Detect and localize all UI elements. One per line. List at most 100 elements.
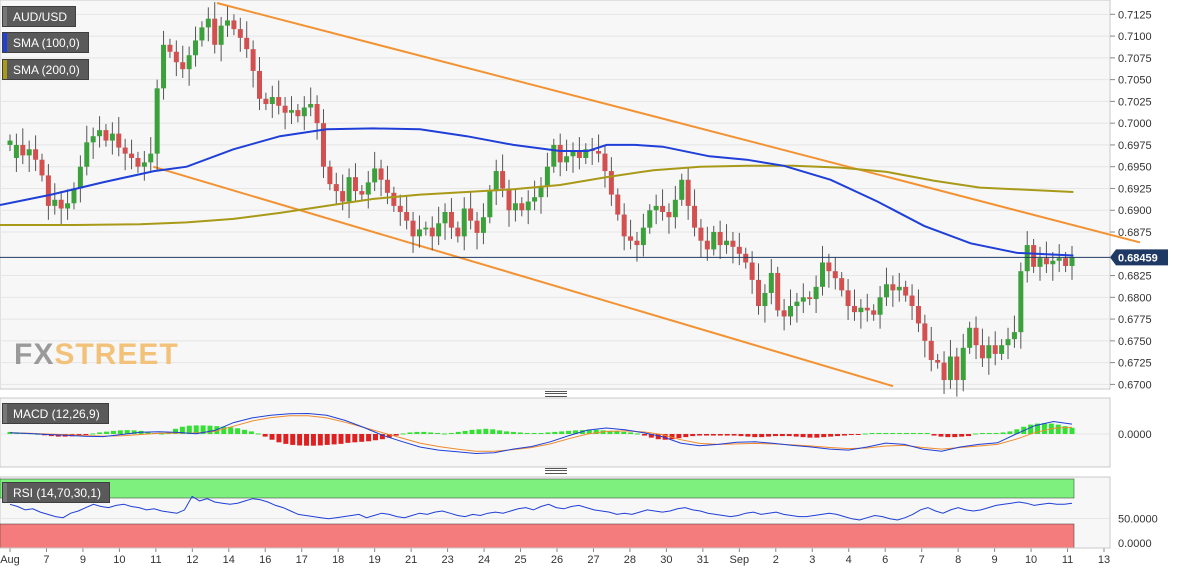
macd-histogram-bar: [283, 434, 289, 444]
candle-body: [320, 123, 326, 167]
candle-body: [736, 246, 742, 254]
date-tick-label: 10: [113, 554, 125, 566]
date-tick-label: 28: [624, 554, 636, 566]
candle-body: [506, 188, 512, 211]
macd-histogram-bar: [386, 434, 392, 438]
rsi-tick-label: 50.0000: [1118, 514, 1158, 526]
candle-body: [512, 203, 518, 211]
date-tick-label: 10: [1025, 554, 1037, 566]
macd-histogram-bar: [821, 434, 827, 438]
macd-histogram-bar: [290, 434, 296, 445]
macd-histogram-bar: [455, 431, 461, 434]
candle-body: [231, 20, 237, 30]
candle-body: [807, 297, 813, 300]
macd-histogram-bar: [862, 433, 868, 435]
candle-body: [436, 223, 442, 237]
price-tick-label: 0.7050: [1118, 75, 1152, 87]
macd-histogram-bar: [228, 427, 234, 434]
candle-body: [218, 25, 224, 45]
candle-body: [800, 297, 806, 302]
legend-sma100[interactable]: SMA (100,0): [2, 32, 89, 53]
candle-body: [97, 130, 103, 137]
macd-histogram-bar: [710, 434, 716, 436]
date-tick-label: 27: [587, 554, 599, 566]
candle-body: [263, 98, 269, 105]
candle-body: [967, 327, 973, 348]
candle-body: [845, 290, 851, 307]
candle-body: [768, 272, 774, 293]
candle-body: [1056, 258, 1062, 261]
candle-body: [122, 147, 128, 154]
candle-body: [250, 49, 256, 71]
macd-histogram-bar: [104, 431, 110, 434]
candle-body: [314, 104, 320, 124]
macd-histogram-bar: [324, 434, 330, 445]
macd-histogram-bar: [669, 434, 675, 440]
legend-sma200[interactable]: SMA (200,0): [2, 59, 89, 80]
candle-body: [52, 199, 58, 206]
candle-body: [615, 194, 621, 215]
candle-body: [487, 191, 493, 218]
macd-histogram-bar: [269, 434, 275, 440]
macd-histogram-bar: [366, 434, 372, 442]
candle-body: [71, 188, 77, 204]
candle-body: [1011, 332, 1017, 340]
candle-body: [161, 44, 167, 89]
date-tick-label: 9: [80, 554, 86, 566]
candle-body: [365, 182, 371, 195]
macd-histogram-bar: [800, 434, 806, 438]
macd-histogram-bar: [310, 434, 316, 446]
candle-body: [135, 157, 141, 167]
pane-splitter-macd[interactable]: [545, 391, 567, 397]
candle-body: [1043, 258, 1049, 265]
legend-symbol[interactable]: AUD/USD: [2, 6, 77, 27]
macd-histogram-bar: [559, 431, 565, 434]
macd-histogram-bar: [235, 428, 241, 434]
macd-histogram-bar: [1028, 424, 1034, 434]
macd-histogram-bar: [731, 434, 737, 436]
candle-body: [596, 151, 602, 154]
candle-body: [410, 220, 416, 237]
price-tick-label: 0.6875: [1118, 227, 1152, 239]
date-tick-label: 3: [809, 554, 815, 566]
macd-histogram-bar: [676, 434, 682, 439]
macd-histogram-bar: [931, 434, 937, 436]
candle-body: [1031, 245, 1037, 267]
candle-body: [301, 107, 307, 117]
candle-body: [832, 271, 838, 279]
sma100-line: [0, 127, 1074, 257]
candle-body: [679, 179, 685, 200]
candle-body: [13, 144, 19, 158]
legend-rsi[interactable]: RSI (14,70,30,1): [2, 482, 111, 503]
legend-rsi-label: RSI (14,70,30,1): [13, 486, 102, 500]
macd-histogram-bar: [717, 434, 723, 436]
macd-histogram-bar: [683, 434, 689, 438]
candle-body: [429, 227, 435, 237]
date-tick-label: Aug: [0, 554, 20, 566]
macd-histogram-bar: [200, 425, 206, 434]
macd-histogram-bar: [193, 425, 199, 434]
macd-histogram-bar: [593, 429, 599, 434]
macd-histogram-bar: [159, 433, 165, 435]
candle-body: [935, 360, 941, 363]
price-tick-label: 0.7025: [1118, 96, 1152, 108]
candle-body: [308, 104, 314, 108]
macd-histogram-bar: [924, 432, 930, 434]
candle-body: [647, 210, 653, 228]
macd-histogram-bar: [828, 434, 834, 437]
legend-symbol-label: AUD/USD: [13, 10, 68, 24]
candle-body: [756, 279, 762, 307]
date-tick-label: 7: [43, 554, 49, 566]
legend-macd[interactable]: MACD (12,26,9): [2, 403, 109, 424]
macd-histogram-bar: [1014, 429, 1020, 434]
candle-body: [570, 151, 576, 157]
macd-histogram-bar: [628, 432, 634, 434]
candle-body: [954, 356, 960, 381]
macd-histogram-bar: [545, 432, 551, 434]
candle-body: [58, 199, 64, 209]
macd-histogram-bar: [414, 431, 420, 434]
macd-histogram-bar: [504, 431, 510, 434]
candle-body: [551, 144, 557, 167]
pane-splitter-rsi[interactable]: [545, 468, 567, 474]
macd-histogram-bar: [124, 430, 130, 434]
